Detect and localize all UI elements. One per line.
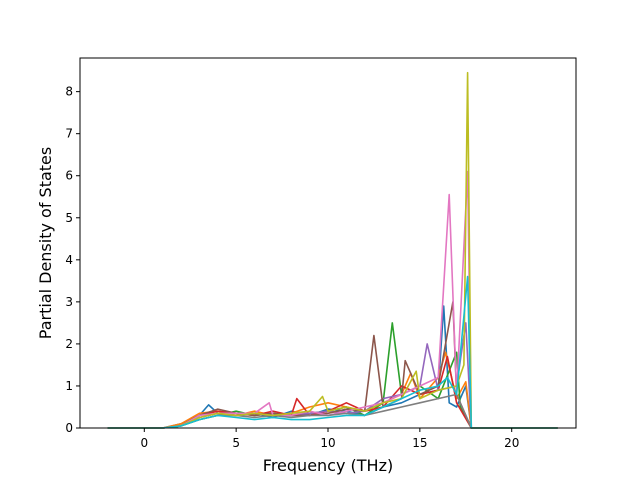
y-tick-label: 5 <box>65 211 73 225</box>
y-tick-label: 4 <box>65 253 73 267</box>
series-line-1 <box>107 305 558 429</box>
y-tick-label: 3 <box>65 295 73 309</box>
x-axis-ticks: 0 5 10 15 20 <box>140 428 519 450</box>
y-tick-label: 1 <box>65 379 73 393</box>
x-axis-label: Frequency (THz) <box>263 456 393 475</box>
series-line-6 <box>107 301 558 429</box>
x-tick-label: 5 <box>232 436 240 450</box>
y-tick-label: 8 <box>65 85 73 99</box>
y-tick-label: 7 <box>65 127 73 141</box>
y-axis-label: Partial Density of States <box>36 147 55 339</box>
x-tick-label: 20 <box>504 436 519 450</box>
series-lines <box>107 71 558 429</box>
x-tick-label: 0 <box>140 436 148 450</box>
y-tick-label: 0 <box>65 421 73 435</box>
series-line-10 <box>107 275 558 429</box>
y-tick-label: 6 <box>65 169 73 183</box>
y-tick-label: 2 <box>65 337 73 351</box>
x-tick-label: 15 <box>412 436 427 450</box>
x-tick-label: 10 <box>320 436 335 450</box>
y-axis-ticks: 0 1 2 3 4 5 6 7 8 <box>65 85 80 435</box>
